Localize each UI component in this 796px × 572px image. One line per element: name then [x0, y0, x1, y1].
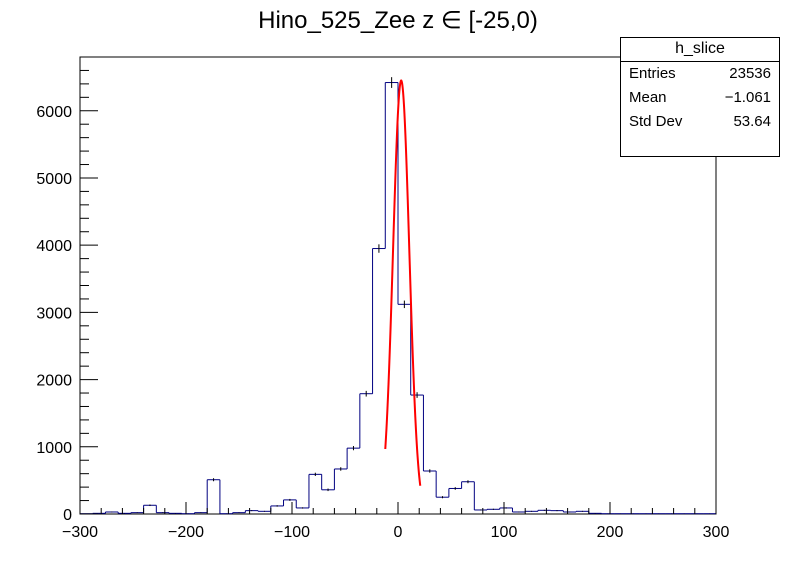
plot-title: Hino_525_Zee z ∈ [-25,0): [258, 7, 538, 34]
x-tick-label: −300: [62, 524, 98, 541]
x-tick-label: −100: [274, 524, 310, 541]
x-tick-label: 200: [597, 524, 624, 541]
x-tick-label: −200: [168, 524, 204, 541]
stats-box: h_slice Entries 23536 Mean −1.061 Std De…: [620, 37, 780, 157]
y-tick-label: 1000: [36, 440, 72, 457]
x-tick-label: 300: [703, 524, 730, 541]
y-tick-label: 5000: [36, 171, 72, 188]
stats-row-entries: Entries 23536: [621, 62, 779, 86]
y-tick-label: 0: [63, 507, 72, 524]
stats-label: Entries: [629, 65, 676, 82]
stats-row-mean: Mean −1.061: [621, 86, 779, 110]
stats-value: 53.64: [733, 113, 771, 130]
x-tick-label: 100: [491, 524, 518, 541]
y-tick-label: 2000: [36, 373, 72, 390]
fit-curve: [384, 79, 422, 486]
y-tick-label: 4000: [36, 238, 72, 255]
y-tick-label: 6000: [36, 104, 72, 121]
y-tick-label: 3000: [36, 305, 72, 322]
stats-value: 23536: [729, 65, 771, 82]
stats-label: Mean: [629, 89, 667, 106]
stats-label: Std Dev: [629, 113, 683, 130]
stats-row-stddev: Std Dev 53.64: [621, 110, 779, 134]
stats-value: −1.061: [724, 89, 771, 106]
stats-box-title: h_slice: [621, 38, 779, 62]
x-tick-label: 0: [394, 524, 403, 541]
